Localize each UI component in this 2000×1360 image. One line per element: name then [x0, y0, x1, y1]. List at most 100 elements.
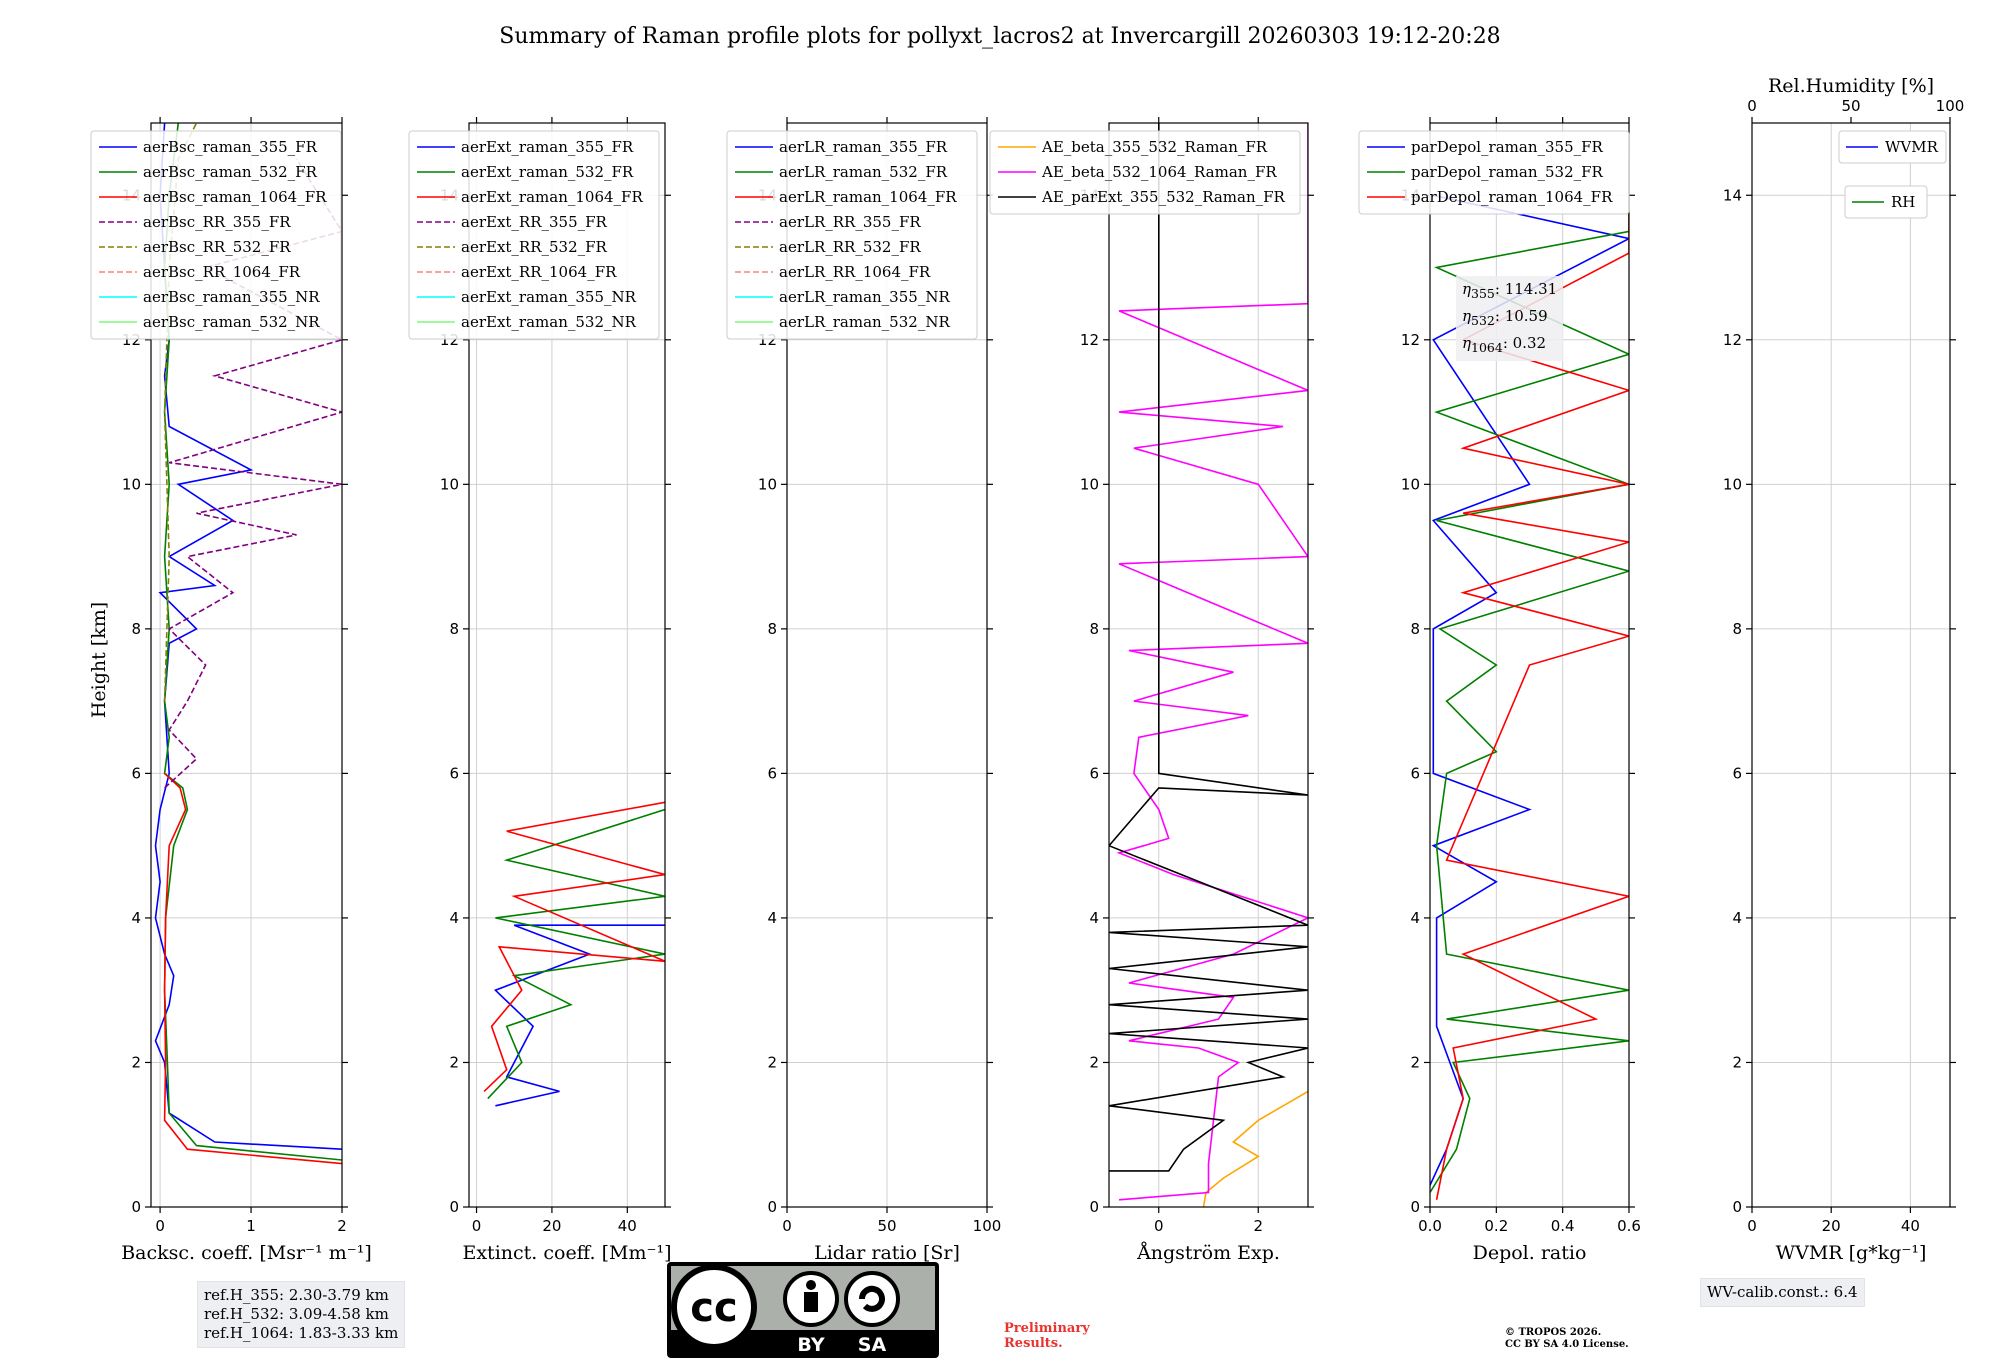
copyright-line-2: CC BY SA 4.0 License. — [1505, 1339, 1629, 1350]
y-tick-label: 2 — [449, 1053, 459, 1071]
ref-height-355: ref.H_355: 2.30-3.79 km — [204, 1286, 389, 1304]
legend: WVMR — [1838, 130, 1947, 164]
x-tick-label: 2 — [337, 1217, 347, 1235]
panel-backscatter: 02468101214012Backsc. coeff. [Msr⁻¹ m⁻¹]… — [90, 117, 372, 1264]
ref-height-532: ref.H_532: 3.09-4.58 km — [204, 1305, 389, 1323]
y-tick-label: 4 — [449, 909, 459, 927]
x-tick-label: 2 — [1253, 1217, 1263, 1235]
legend-label: aerBsc_raman_355_FR — [143, 138, 318, 156]
legend-label: aerBsc_raman_1064_FR — [143, 188, 327, 206]
legend: aerExt_raman_355_FR aerExt_raman_532_FRae… — [408, 130, 660, 340]
x-tick-label: 0 — [782, 1217, 792, 1235]
copyright-note: © TROPOS 2026. CC BY SA 4.0 License. — [1505, 1327, 1629, 1351]
legend-label: aerExt_RR_1064_FR — [461, 263, 617, 281]
legend: RH — [1844, 185, 1928, 219]
y-tick-label: 4 — [1732, 909, 1742, 927]
y-axis-label: Height [km] — [88, 602, 110, 718]
y-tick-label: 0 — [1410, 1198, 1420, 1216]
x-axis-label: Backsc. coeff. [Msr⁻¹ m⁻¹] — [121, 1242, 372, 1264]
x-tick-label: 20 — [1822, 1217, 1841, 1235]
y-tick-label: 6 — [1089, 764, 1099, 782]
legend-label: parDepol_raman_1064_FR — [1411, 188, 1613, 206]
x-axis-label: Ångström Exp. — [1136, 1242, 1280, 1264]
y-tick-label: 12 — [1080, 331, 1099, 349]
y-tick-label: 0 — [1089, 1198, 1099, 1216]
y-tick-label: 8 — [1410, 620, 1420, 638]
y-tick-label: 10 — [758, 475, 777, 493]
legend-label: aerBsc_raman_532_NR — [143, 313, 320, 331]
x-axis-label: Lidar ratio [Sr] — [814, 1242, 960, 1264]
x-tick-label: 0.2 — [1484, 1217, 1508, 1235]
y-tick-label: 14 — [1723, 186, 1742, 204]
eta-1064: 0.32 — [1512, 334, 1547, 352]
x-tick-label: 40 — [618, 1217, 637, 1235]
top-x-axis-label: Rel.Humidity [%] — [1768, 75, 1934, 97]
cc-text: cc — [690, 1285, 737, 1331]
legend-label: aerLR_raman_355_NR — [779, 288, 950, 306]
x-tick-label: 50 — [877, 1217, 896, 1235]
preliminary-line-2: Results. — [1004, 1336, 1063, 1351]
panel-extinction: 0246810121402040Extinct. coeff. [Mm⁻¹]ae… — [408, 117, 672, 1264]
legend-label: WVMR — [1885, 138, 1939, 156]
sa-text: SA — [858, 1334, 887, 1356]
top-x-tick-label: 100 — [1936, 97, 1965, 115]
series-aerExt_raman_532_FR — [487, 808, 665, 1100]
preliminary-note: Preliminary Results. — [1004, 1321, 1090, 1351]
reference-heights-box: ref.H_355: 2.30-3.79 km ref.H_532: 3.09-… — [197, 1281, 406, 1348]
y-tick-label: 4 — [131, 909, 141, 927]
legend-label: aerBsc_RR_532_FR — [143, 238, 291, 256]
legend-label: aerLR_raman_532_NR — [779, 313, 950, 331]
x-axis-label: Depol. ratio — [1473, 1242, 1587, 1264]
legend: aerLR_raman_355_FR aerLR_raman_532_FR aerL… — [726, 130, 978, 340]
preliminary-line-1: Preliminary — [1004, 1321, 1090, 1336]
sa-arrow-icon — [858, 1285, 885, 1312]
legend-label: parDepol_raman_532_FR — [1411, 163, 1604, 181]
ref-height-1064: ref.H_1064: 1.83-3.33 km — [204, 1324, 399, 1342]
eta-annotation: η355: 114.31 η532: 10.59 η1064: 0.32 — [1456, 276, 1564, 361]
legend-label: parDepol_raman_355_FR — [1411, 138, 1604, 156]
legend-label: aerLR_raman_532_FR — [779, 163, 948, 181]
x-axis-label: Extinct. coeff. [Mm⁻¹] — [462, 1242, 671, 1264]
y-tick-label: 12 — [1723, 331, 1742, 349]
x-tick-label: 1 — [246, 1217, 256, 1235]
panel-wvmr: 0 2 4 6 8 10 12 14 0 20 40 WVMR [g*kg⁻¹] 0 50 100Rel.H… — [1723, 75, 1964, 1264]
y-tick-label: 2 — [767, 1053, 777, 1071]
x-tick-label: 0 — [472, 1217, 482, 1235]
legend-label: aerExt_raman_532_FR — [461, 163, 634, 181]
legend-label: aerBsc_raman_532_FR — [143, 163, 318, 181]
axes-frame — [468, 122, 666, 1208]
x-axis-label: WVMR [g*kg⁻¹] — [1776, 1242, 1927, 1264]
series-aerExt_raman_1064_FR — [483, 801, 665, 1092]
series-parDepol_raman_1064_FR — [1435, 137, 1629, 1200]
y-tick-label: 4 — [1089, 909, 1099, 927]
series-aerBsc_raman_532_FR — [163, 123, 342, 1161]
legend-label: AE_parExt_355_532_Raman_FR — [1041, 188, 1286, 206]
y-tick-label: 8 — [1732, 620, 1742, 638]
y-tick-label: 4 — [1410, 909, 1420, 927]
by-text: BY — [797, 1334, 824, 1356]
y-tick-label: 2 — [131, 1053, 141, 1071]
x-tick-label: 0.4 — [1551, 1217, 1575, 1235]
axes-frame — [1429, 122, 1630, 1208]
legend: parDepol_raman_355_FR parDepol_raman_532_… — [1358, 130, 1630, 215]
x-tick-label: 40 — [1901, 1217, 1920, 1235]
y-tick-label: 0 — [131, 1198, 141, 1216]
y-tick-label: 2 — [1089, 1053, 1099, 1071]
y-tick-label: 6 — [449, 764, 459, 782]
legend-label: aerExt_RR_532_FR — [461, 238, 608, 256]
y-tick-label: 8 — [1089, 620, 1099, 638]
series-AE_beta_355_532_Raman_FR — [1202, 1090, 1308, 1207]
series-aerBsc_raman_1064_FR — [163, 772, 342, 1165]
y-tick-label: 8 — [131, 620, 141, 638]
axes-frame — [1108, 122, 1309, 1208]
legend-label: aerLR_RR_1064_FR — [779, 263, 931, 281]
y-tick-label: 6 — [131, 764, 141, 782]
axes-frame — [1751, 122, 1951, 1208]
series-group — [1430, 137, 1629, 1200]
top-x-tick-label: 50 — [1841, 97, 1860, 115]
x-tick-label: 0 — [1154, 1217, 1164, 1235]
y-tick-label: 10 — [1080, 475, 1099, 493]
panel-lidar_ratio: 02468101214050100Lidar ratio [Sr]aerLR_r… — [726, 117, 1001, 1264]
